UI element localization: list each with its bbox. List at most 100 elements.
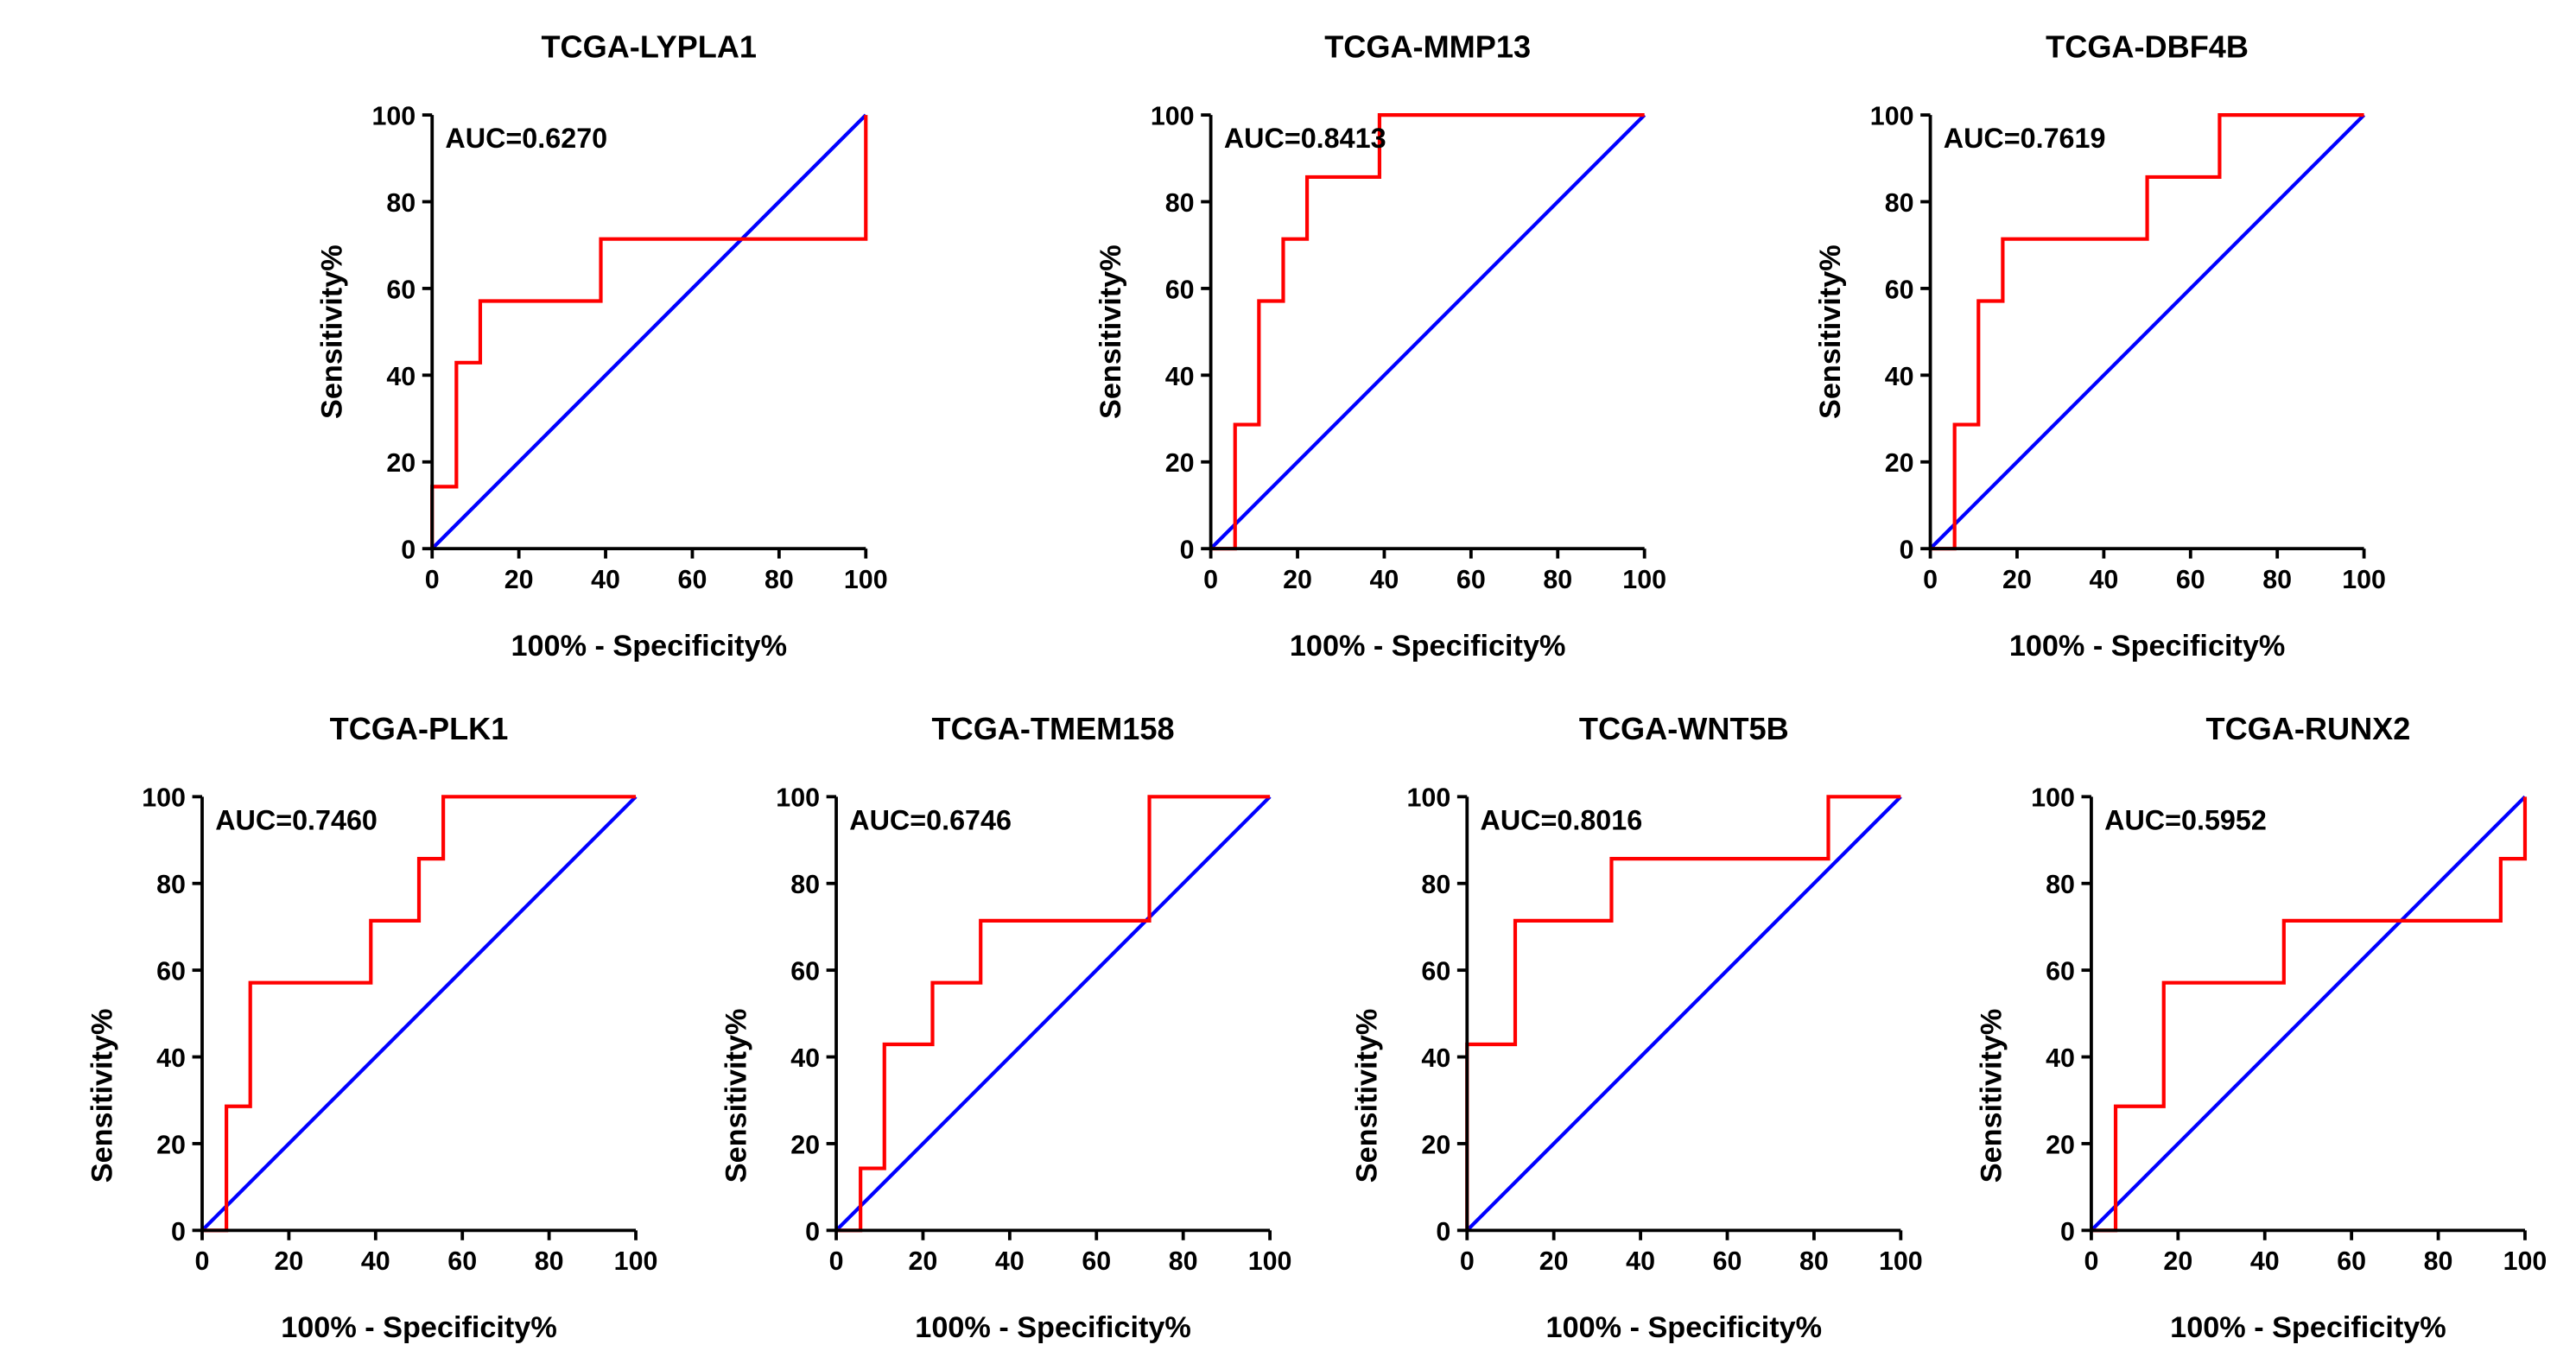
x-axis-label: 100% - Specificity% <box>2170 1311 2446 1344</box>
y-axis-label: Sensitivity% <box>1094 244 1127 419</box>
y-tick-label: 60 <box>1165 275 1195 304</box>
y-tick-label: 40 <box>790 1043 820 1073</box>
x-tick-label: 60 <box>2176 565 2205 594</box>
y-tick-label: 40 <box>1421 1043 1450 1073</box>
x-tick-label: 80 <box>2424 1246 2453 1276</box>
x-tick-label: 0 <box>1460 1246 1475 1276</box>
y-axis-label: Sensitivity% <box>1975 1009 2008 1183</box>
x-tick-label: 100 <box>1622 565 1666 594</box>
y-tick-label: 20 <box>1885 448 1914 478</box>
x-axis-label: 100% - Specificity% <box>1546 1311 1823 1344</box>
x-tick-label: 40 <box>1626 1246 1655 1276</box>
roc-curve-line <box>1210 113 1645 551</box>
y-tick-label: 0 <box>1900 536 1914 565</box>
x-tick-label: 40 <box>995 1246 1025 1276</box>
y-tick-label: 20 <box>2046 1130 2075 1159</box>
chart-title: TCGA-RUNX2 <box>2206 711 2411 746</box>
auc-annotation: AUC=0.8413 <box>1224 123 1386 154</box>
x-tick-label: 40 <box>361 1246 390 1276</box>
y-tick-label: 40 <box>1165 362 1195 391</box>
y-axis-label: Sensitivity% <box>86 1009 118 1183</box>
y-tick-label: 80 <box>156 870 186 899</box>
auc-annotation: AUC=0.7619 <box>1944 123 2106 154</box>
auc-annotation: AUC=0.6746 <box>849 804 1012 835</box>
x-tick-label: 60 <box>678 565 707 594</box>
x-axis-label: 100% - Specificity% <box>1290 630 1566 663</box>
reference-diagonal-line <box>1209 113 1646 550</box>
chart-title: TCGA-LYPLA1 <box>541 29 757 65</box>
roc-curve-line <box>836 795 1271 1233</box>
chart-title: TCGA-WNT5B <box>1579 711 1789 746</box>
roc-curve-line <box>1930 113 2364 551</box>
y-tick-label: 40 <box>1885 362 1914 391</box>
x-tick-label: 0 <box>2084 1246 2098 1276</box>
y-tick-label: 0 <box>171 1217 186 1246</box>
auc-annotation: AUC=0.8016 <box>1480 804 1642 835</box>
auc-annotation: AUC=0.6270 <box>445 123 607 154</box>
y-tick-label: 40 <box>386 362 416 391</box>
x-tick-label: 20 <box>909 1246 938 1276</box>
y-tick-label: 100 <box>1870 102 1914 131</box>
y-tick-label: 100 <box>371 102 416 131</box>
x-tick-label: 20 <box>2002 565 2032 594</box>
y-axis-label: Sensitivity% <box>720 1009 752 1183</box>
x-tick-label: 80 <box>1799 1246 1829 1276</box>
y-tick-label: 80 <box>1421 870 1450 899</box>
y-tick-label: 80 <box>1885 188 1914 218</box>
x-tick-label: 60 <box>1456 565 1486 594</box>
x-tick-label: 100 <box>2503 1246 2547 1276</box>
x-axis-label: 100% - Specificity% <box>511 630 787 663</box>
x-tick-label: 80 <box>2262 565 2292 594</box>
x-tick-label: 100 <box>844 565 888 594</box>
reference-diagonal-line <box>834 795 1272 1232</box>
x-tick-label: 40 <box>1370 565 1399 594</box>
x-tick-label: 40 <box>2250 1246 2280 1276</box>
y-tick-label: 20 <box>790 1130 820 1159</box>
chart-title: TCGA-PLK1 <box>330 711 509 746</box>
chart-title: TCGA-TMEM158 <box>932 711 1175 746</box>
x-tick-label: 80 <box>765 565 794 594</box>
roc-panel-tcga-tmem158: TCGA-TMEM158 0 20 40 60 80 100 0 20 40 60 80 100 100%… <box>720 711 1291 1344</box>
roc-curve-line <box>1465 795 1901 1231</box>
roc-panel-tcga-plk1: TCGA-PLK1 0 20 40 60 80 100 0 20 40 60 80 100 100% - … <box>86 711 657 1344</box>
x-tick-label: 60 <box>1082 1246 1111 1276</box>
y-tick-label: 40 <box>156 1043 186 1073</box>
roc-panel-tcga-wnt5b: TCGA-WNT5B 0 20 40 60 80 100 0 20 40 60 80 100 100% -… <box>1351 711 1923 1344</box>
y-tick-label: 80 <box>1165 188 1195 218</box>
y-tick-label: 80 <box>2046 870 2075 899</box>
y-tick-label: 100 <box>142 783 186 813</box>
y-tick-label: 60 <box>156 957 186 986</box>
x-tick-label: 80 <box>535 1246 564 1276</box>
x-tick-label: 20 <box>1283 565 1312 594</box>
x-tick-label: 0 <box>1203 565 1218 594</box>
reference-diagonal-line <box>1929 113 2366 550</box>
reference-diagonal-line <box>2090 795 2527 1232</box>
y-tick-label: 100 <box>776 783 820 813</box>
roc-curve-line <box>201 795 637 1233</box>
x-tick-label: 100 <box>1879 1246 1923 1276</box>
y-tick-label: 0 <box>1180 536 1195 565</box>
y-tick-label: 80 <box>790 870 820 899</box>
roc-panel-tcga-mmp13: TCGA-MMP13 0 20 40 60 80 100 0 20 40 60 80 100 100% -… <box>1094 29 1666 663</box>
x-tick-label: 20 <box>2163 1246 2192 1276</box>
roc-panel-tcga-runx2: TCGA-RUNX2 0 20 40 60 80 100 0 20 40 60 80 100 100% -… <box>1975 711 2547 1344</box>
chart-title: TCGA-DBF4B <box>2046 29 2249 65</box>
x-tick-label: 20 <box>504 565 534 594</box>
y-tick-label: 100 <box>2031 783 2075 813</box>
x-tick-label: 80 <box>1169 1246 1198 1276</box>
auc-annotation: AUC=0.7460 <box>215 804 378 835</box>
y-tick-label: 60 <box>1885 275 1914 304</box>
chart-title: TCGA-MMP13 <box>1324 29 1531 65</box>
y-tick-label: 20 <box>156 1130 186 1159</box>
x-tick-label: 100 <box>1248 1246 1292 1276</box>
reference-diagonal-line <box>200 795 638 1232</box>
x-tick-label: 60 <box>2337 1246 2366 1276</box>
y-tick-label: 0 <box>1436 1217 1450 1246</box>
x-tick-label: 100 <box>614 1246 658 1276</box>
y-tick-label: 40 <box>2046 1043 2075 1073</box>
x-tick-label: 60 <box>1713 1246 1742 1276</box>
x-tick-label: 40 <box>591 565 620 594</box>
y-tick-label: 20 <box>386 448 416 478</box>
x-axis-label: 100% - Specificity% <box>281 1311 557 1344</box>
